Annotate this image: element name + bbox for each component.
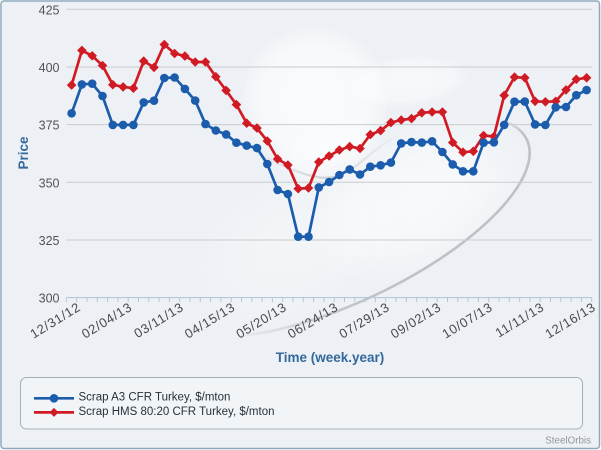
svg-text:425: 425 (39, 3, 60, 17)
svg-text:SteelOrbis: SteelOrbis (545, 436, 591, 447)
svg-text:Scrap A3 CFR Turkey, $/mton: Scrap A3 CFR Turkey, $/mton (79, 392, 231, 404)
svg-text:375: 375 (39, 119, 60, 133)
svg-text:Time (week.year): Time (week.year) (276, 350, 385, 365)
svg-text:400: 400 (39, 61, 60, 75)
svg-text:Scrap HMS 80:20 CFR Turkey, $/: Scrap HMS 80:20 CFR Turkey, $/mton (79, 406, 275, 418)
svg-text:325: 325 (39, 234, 60, 248)
svg-text:350: 350 (39, 176, 60, 190)
svg-text:Price: Price (16, 136, 31, 170)
svg-text:300: 300 (39, 292, 60, 306)
